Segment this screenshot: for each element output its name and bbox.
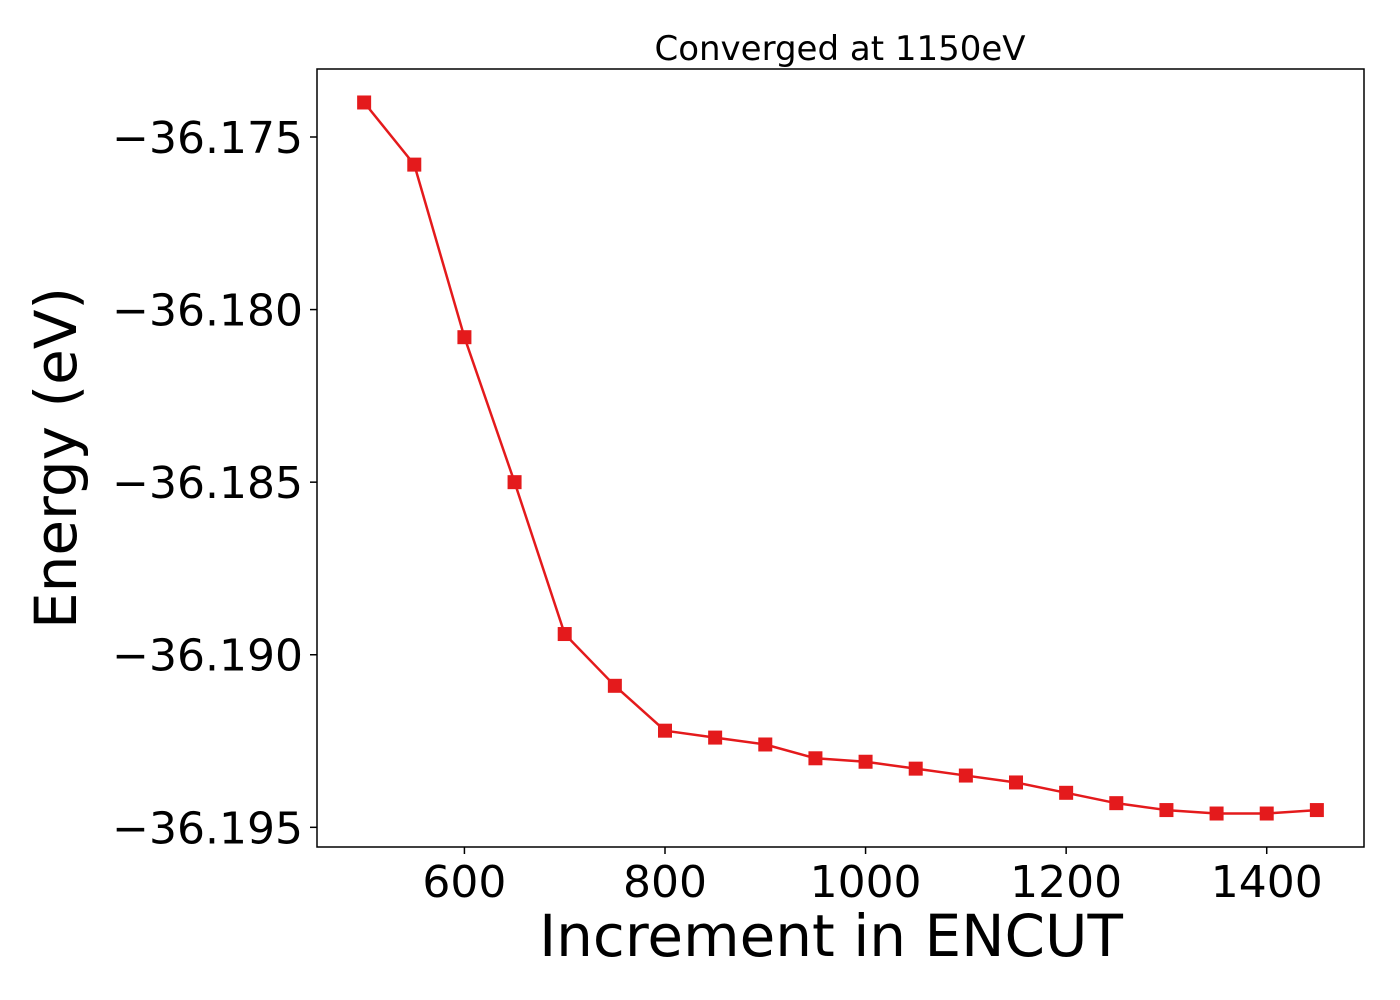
- x-tick-label: 1400: [1211, 857, 1323, 908]
- x-tick-label: 1200: [1010, 857, 1122, 908]
- y-tick-label: −36.195: [112, 803, 303, 854]
- data-point-marker: [407, 157, 422, 172]
- data-point-marker: [808, 751, 823, 766]
- x-axis-label: Increment in ENCUT: [539, 902, 1123, 970]
- x-axis-ticks: 600 800 1000 1200 1400: [422, 847, 1323, 908]
- data-point-marker: [758, 737, 773, 752]
- data-point-marker: [1309, 803, 1324, 818]
- x-tick-label: 800: [623, 857, 707, 908]
- series-line: [363, 101, 1317, 815]
- data-point-marker: [1209, 806, 1224, 821]
- data-point-marker: [958, 768, 973, 783]
- data-point-marker: [1009, 775, 1024, 790]
- plot-frame: [316, 68, 1365, 848]
- y-axis-label: Energy (eV): [22, 287, 90, 629]
- y-tick-label: −36.180: [112, 286, 303, 337]
- data-point-marker: [607, 678, 622, 693]
- y-tick-label: −36.185: [112, 458, 303, 509]
- data-point-marker: [657, 723, 672, 738]
- data-point-marker: [357, 95, 372, 110]
- data-point-marker: [507, 475, 522, 490]
- data-point-marker: [858, 754, 873, 769]
- y-axis-ticks: −36.175 −36.180 −36.185 −36.190 −36.195: [112, 113, 317, 854]
- chart-title: Converged at 1150eV: [654, 29, 1025, 69]
- data-point-marker: [908, 761, 923, 776]
- data-point-marker: [1059, 785, 1074, 800]
- data-point-marker: [1109, 796, 1124, 811]
- x-tick-label: 1000: [810, 857, 922, 908]
- data-point-marker: [1159, 803, 1174, 818]
- data-point-marker: [708, 730, 723, 745]
- y-tick-label: −36.175: [112, 113, 303, 164]
- x-tick-label: 600: [422, 857, 506, 908]
- data-point-marker: [557, 627, 572, 642]
- data-point-marker: [1259, 806, 1274, 821]
- plot-area: [357, 95, 1324, 821]
- y-tick-label: −36.190: [112, 631, 303, 682]
- data-point-marker: [457, 330, 472, 345]
